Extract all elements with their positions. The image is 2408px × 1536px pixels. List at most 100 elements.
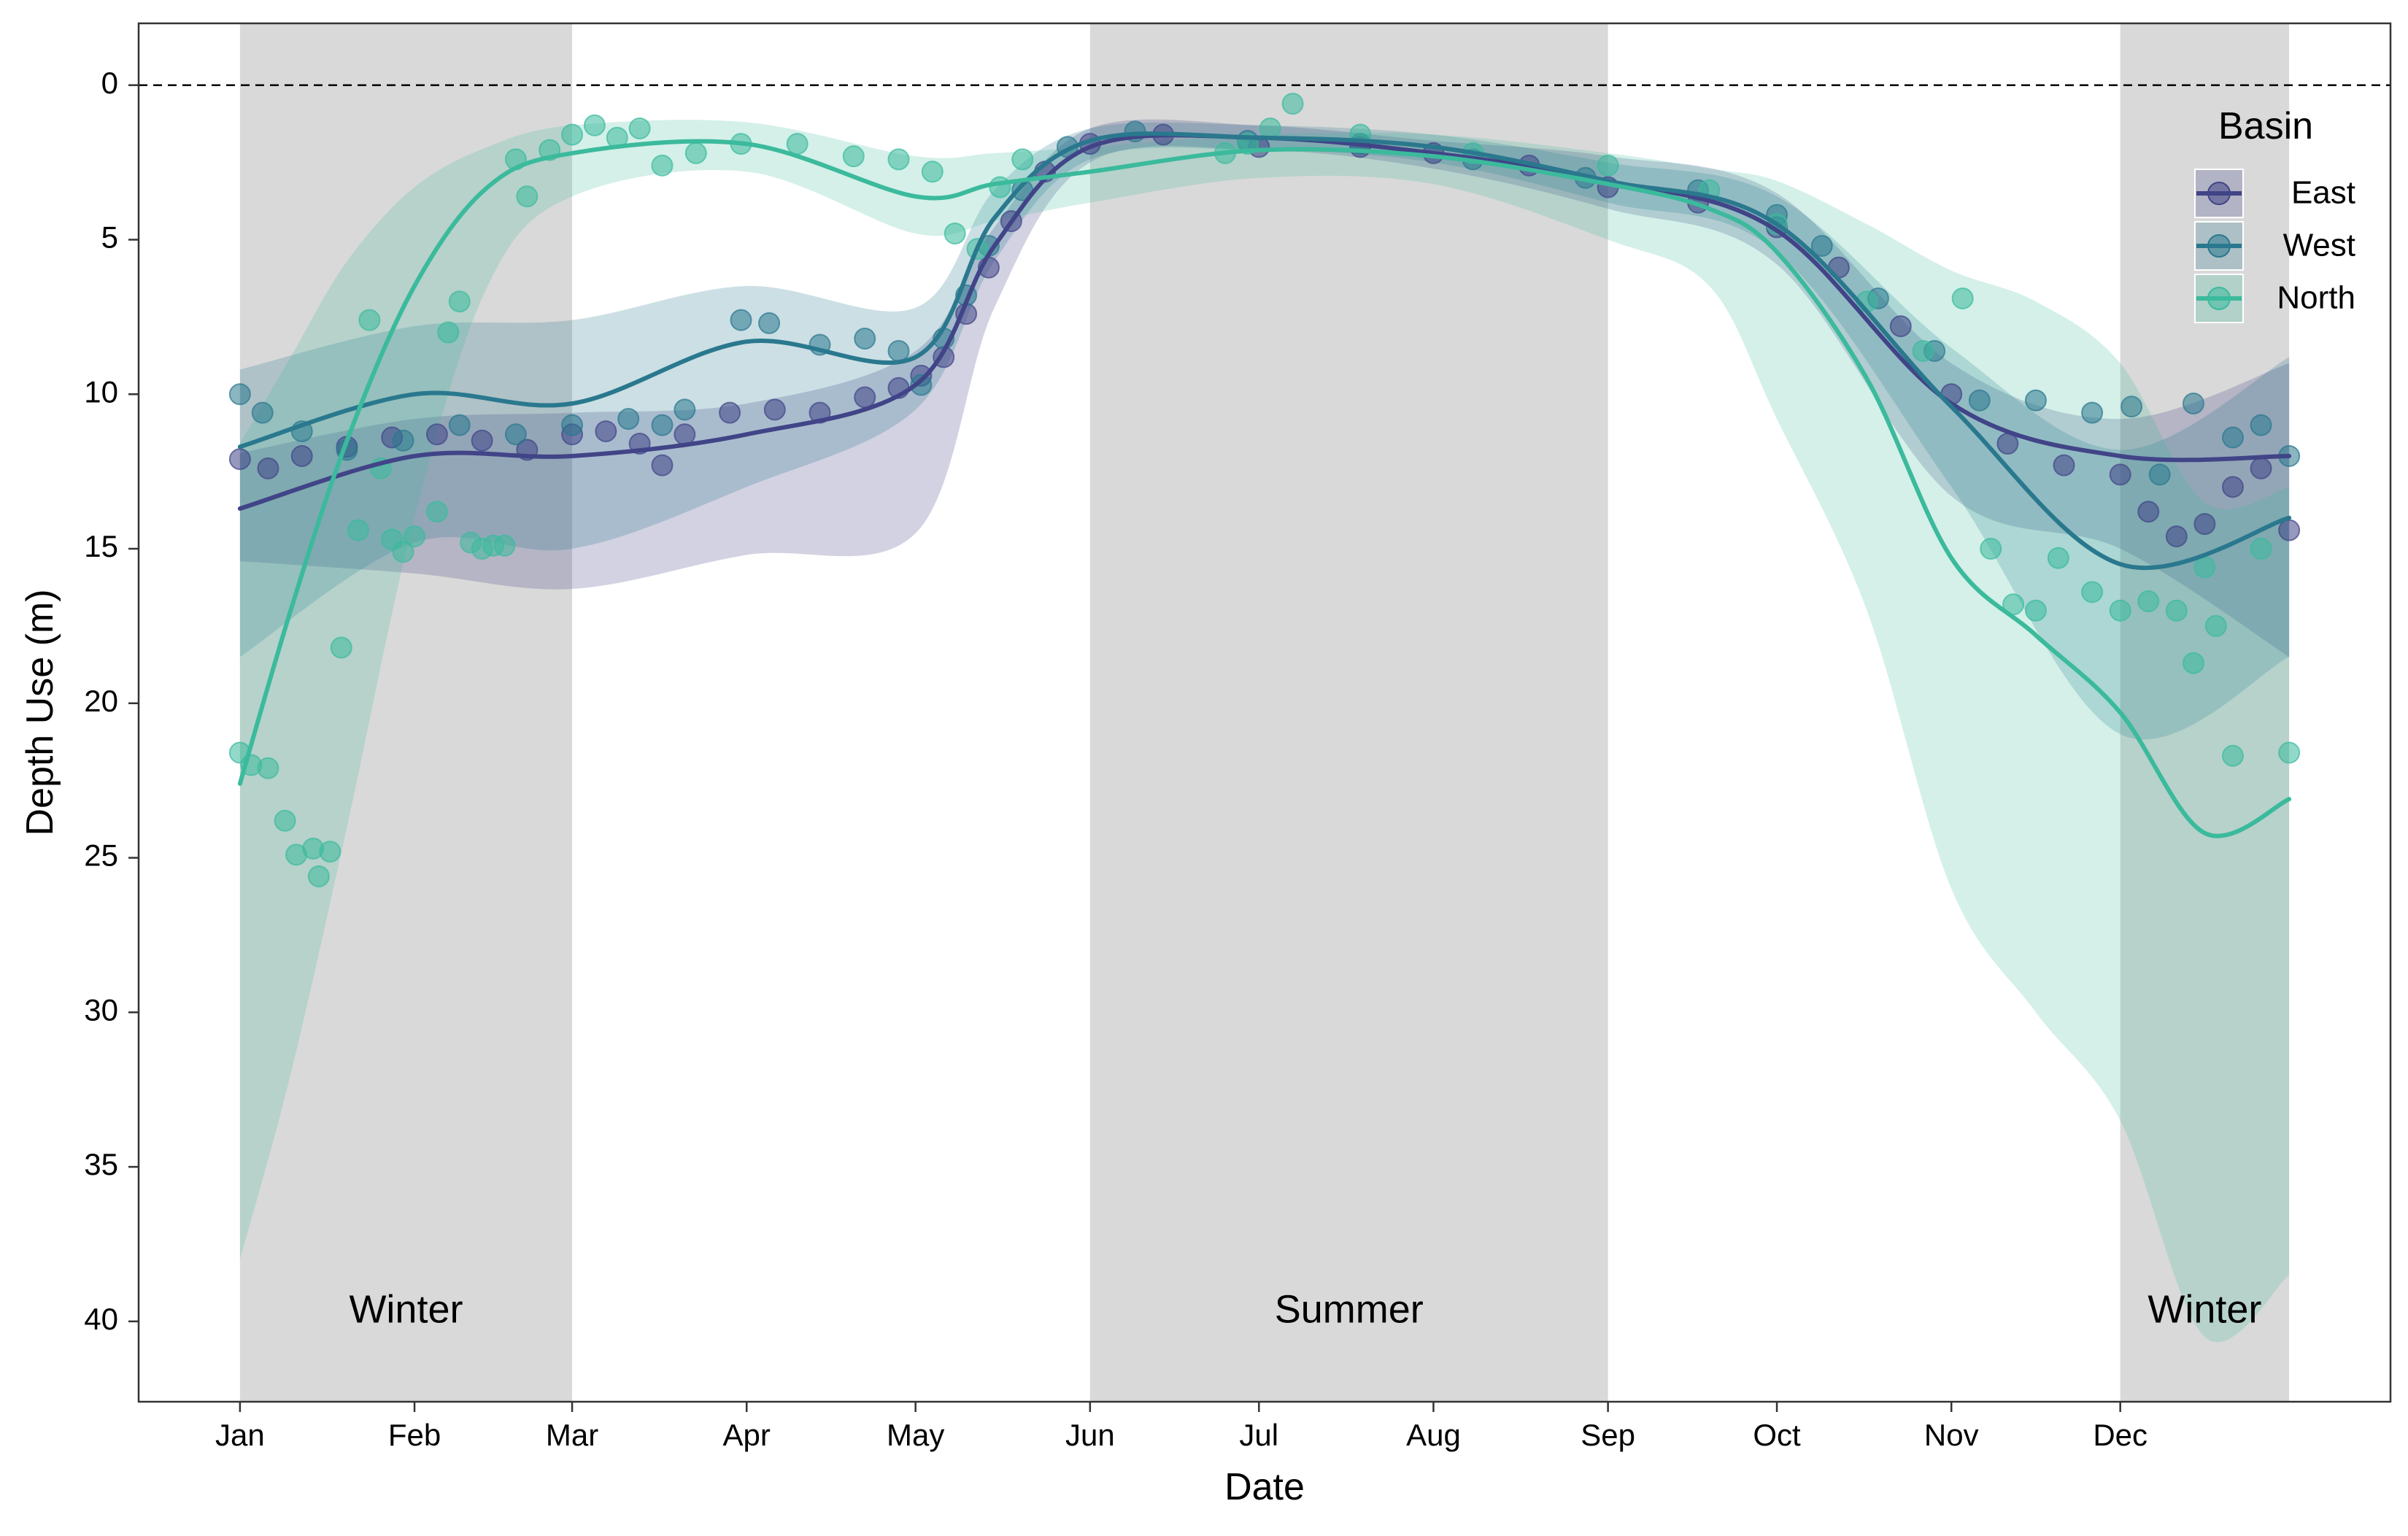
point-east-13 xyxy=(719,401,741,424)
point-north-54 xyxy=(2024,599,2047,622)
point-north-53 xyxy=(2002,593,2025,616)
point-north-39 xyxy=(1011,148,1034,171)
point-east-34 xyxy=(1889,315,1912,338)
point-west-0 xyxy=(228,383,251,406)
point-north-61 xyxy=(2193,556,2216,579)
point-north-62 xyxy=(2204,614,2227,637)
point-north-3 xyxy=(274,809,296,832)
point-north-25 xyxy=(561,123,584,146)
point-north-6 xyxy=(307,865,330,887)
point-west-37 xyxy=(2182,392,2204,414)
point-north-64 xyxy=(2250,538,2272,560)
point-east-14 xyxy=(763,398,786,421)
legend-key-point-west xyxy=(2207,234,2231,258)
point-north-14 xyxy=(404,525,426,548)
season-bands xyxy=(239,23,2290,1402)
ribbon-north xyxy=(239,120,2290,1343)
season-band-0 xyxy=(239,23,573,1402)
season-band-2 xyxy=(2120,23,2290,1402)
point-north-55 xyxy=(2047,547,2069,569)
point-north-9 xyxy=(347,519,369,541)
point-east-2 xyxy=(290,444,313,467)
line-west xyxy=(237,131,2292,571)
point-west-1 xyxy=(251,401,274,424)
x-tick-label-5: Jun xyxy=(1065,1418,1115,1452)
point-north-32 xyxy=(786,133,809,155)
point-north-46 xyxy=(1597,154,1619,177)
point-west-14 xyxy=(854,328,876,350)
point-east-39 xyxy=(2137,501,2160,523)
point-north-30 xyxy=(684,142,707,164)
point-north-50 xyxy=(1912,339,1934,362)
smoothed-lines xyxy=(237,131,2292,838)
point-west-11 xyxy=(730,309,752,331)
point-west-36 xyxy=(2148,463,2171,486)
legend-label-north: North xyxy=(2277,280,2355,316)
point-east-11 xyxy=(651,454,674,476)
legend-label-west: West xyxy=(2283,228,2355,263)
legend-key-point-east xyxy=(2207,182,2231,205)
point-north-35 xyxy=(921,161,943,183)
x-tick-label-0: Jan xyxy=(215,1418,265,1452)
point-west-10 xyxy=(674,398,696,421)
y-tick-label-8: 40 xyxy=(84,1302,118,1336)
point-east-43 xyxy=(2250,457,2272,479)
point-north-13 xyxy=(392,541,414,563)
point-east-38 xyxy=(2109,463,2131,486)
point-north-7 xyxy=(319,841,341,863)
y-tick-label-6: 30 xyxy=(84,992,118,1027)
x-tick-label-7: Aug xyxy=(1406,1418,1461,1452)
season-band-1 xyxy=(1089,23,1608,1402)
x-axis: Jan Feb Mar Apr May Jun Jul Aug Sep Oct Nov Dec xyxy=(215,1402,2147,1452)
point-west-12 xyxy=(758,312,781,334)
point-north-58 xyxy=(2137,590,2160,613)
point-north-56 xyxy=(2081,581,2104,603)
y-tick-label-7: 35 xyxy=(84,1147,118,1181)
season-label-0: Winter xyxy=(349,1287,463,1331)
x-tick-label-8: Sep xyxy=(1581,1418,1635,1452)
point-west-39 xyxy=(2250,414,2272,436)
point-west-9 xyxy=(651,414,674,436)
point-west-7 xyxy=(561,414,584,436)
point-north-63 xyxy=(2221,744,2244,767)
point-north-17 xyxy=(448,290,471,313)
y-tick-label-2: 10 xyxy=(84,374,118,409)
season-label-1: Summer xyxy=(1275,1287,1424,1331)
point-west-4 xyxy=(392,429,414,452)
x-tick-label-4: May xyxy=(887,1418,944,1452)
point-north-60 xyxy=(2182,652,2204,674)
point-east-41 xyxy=(2193,513,2216,536)
point-north-15 xyxy=(425,501,448,523)
point-west-16 xyxy=(910,374,933,396)
y-tick-label-1: 5 xyxy=(101,220,118,255)
point-east-16 xyxy=(854,386,876,409)
point-west-32 xyxy=(1968,389,1991,412)
legend-items: East West North xyxy=(2194,169,2355,323)
y-tick-label-5: 25 xyxy=(84,838,118,873)
point-north-26 xyxy=(583,114,606,136)
point-east-1 xyxy=(257,457,279,479)
point-north-10 xyxy=(358,309,381,331)
x-tick-label-2: Mar xyxy=(546,1418,598,1452)
season-labels: Winter Summer Winter xyxy=(349,1287,2261,1331)
point-west-29 xyxy=(1810,234,1833,257)
season-label-2: Winter xyxy=(2147,1287,2261,1331)
point-north-8 xyxy=(330,636,352,659)
point-west-35 xyxy=(2120,395,2143,418)
point-east-37 xyxy=(2053,454,2075,476)
point-west-6 xyxy=(504,423,527,446)
x-tick-label-6: Jul xyxy=(1239,1418,1278,1452)
point-north-34 xyxy=(887,148,910,171)
point-north-43 xyxy=(1281,93,1304,115)
y-axis: 0 5 10 15 20 25 30 35 40 xyxy=(84,66,139,1336)
point-north-2 xyxy=(257,757,279,779)
point-east-44 xyxy=(2278,519,2301,541)
point-north-52 xyxy=(1980,538,2002,560)
point-east-40 xyxy=(2165,525,2188,548)
point-west-5 xyxy=(448,414,471,436)
point-north-28 xyxy=(628,117,651,140)
point-west-38 xyxy=(2221,426,2244,449)
plot-panel-border xyxy=(137,22,2392,1403)
